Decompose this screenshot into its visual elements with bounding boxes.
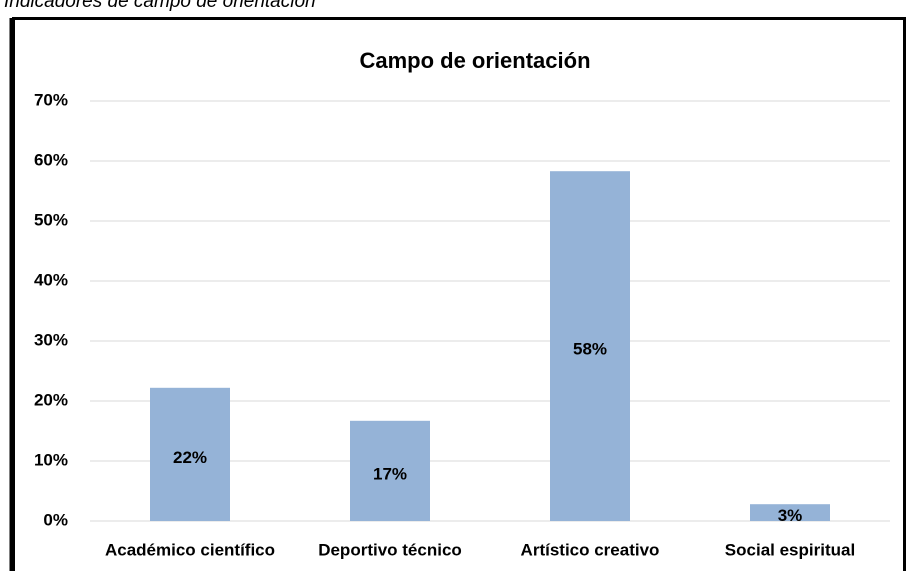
- x-tick-label: Académico científico: [105, 540, 275, 559]
- x-tick-label: Artístico creativo: [521, 540, 660, 559]
- bar: [150, 387, 230, 521]
- y-tick-label: 70%: [34, 90, 68, 109]
- data-label: 17%: [373, 464, 407, 483]
- x-tick-label: Social espiritual: [725, 540, 855, 559]
- bar: [550, 171, 630, 521]
- data-label: 58%: [573, 340, 607, 359]
- y-tick-label: 30%: [34, 330, 68, 349]
- y-tick-label: 60%: [34, 150, 68, 169]
- y-tick-label: 40%: [34, 270, 68, 289]
- y-tick-label: 20%: [34, 390, 68, 409]
- data-label: 22%: [173, 448, 207, 467]
- y-tick-label: 50%: [34, 210, 68, 229]
- bar: [350, 420, 430, 521]
- y-tick-label: 10%: [34, 450, 68, 469]
- bar: [750, 504, 830, 521]
- caption: Indicadores de campo de orientación: [4, 0, 316, 12]
- x-tick-label: Deportivo técnico: [318, 540, 462, 559]
- y-tick-label: 0%: [43, 510, 68, 529]
- data-label: 3%: [778, 506, 803, 525]
- chart-title: Campo de orientación: [359, 48, 590, 73]
